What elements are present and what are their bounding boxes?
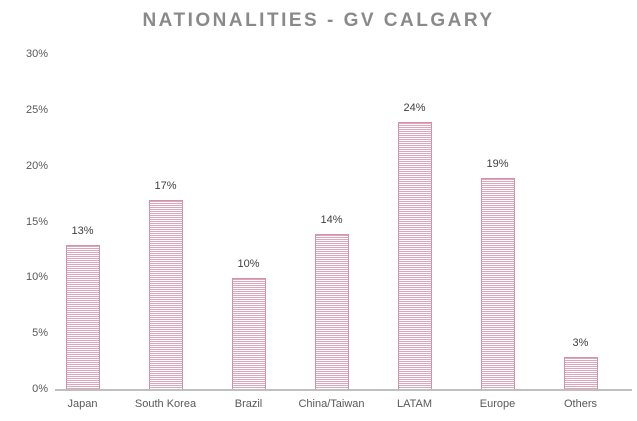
- bar-slot: 19%: [456, 55, 539, 390]
- bar-slot: 3%: [539, 55, 622, 390]
- bar-south-korea: [148, 200, 183, 390]
- y-tick-label: 30%: [25, 48, 48, 60]
- bar-value-label: 17%: [154, 180, 177, 193]
- bar-slot: 10%: [207, 55, 290, 390]
- bar-value-label: 24%: [403, 102, 426, 114]
- x-axis-label: China/Taiwan: [298, 398, 365, 410]
- x-axis-label: LATAM: [396, 398, 433, 410]
- x-axis-labels: Japan South Korea Brazil China/Taiwan LATAM E…: [41, 397, 622, 411]
- bar-others: [563, 356, 598, 390]
- bar-slot: 17%: [124, 55, 207, 390]
- y-tick-label: 20%: [25, 159, 48, 172]
- x-axis-label: Brazil: [234, 398, 263, 410]
- bar-value-label: 14%: [320, 213, 343, 226]
- chart-title: NATIONALITIES - GV CALGARY: [142, 10, 495, 31]
- y-tick-label: 15%: [25, 215, 48, 228]
- y-tick-label: 10%: [25, 271, 48, 284]
- y-tick-label: 0%: [32, 383, 48, 395]
- y-tick-label: 5%: [32, 327, 48, 340]
- bar-slot: 14%: [290, 55, 373, 390]
- x-axis-label: Europe: [479, 398, 516, 410]
- bar-slot: 24%: [373, 55, 456, 390]
- x-axis-label: South Korea: [134, 398, 197, 410]
- bar-value-label: 13%: [71, 224, 94, 237]
- bar-europe: [480, 177, 515, 390]
- bar-value-label: 19%: [486, 157, 509, 170]
- bar-value-label: 3%: [572, 336, 589, 349]
- bar-value-label: 10%: [237, 258, 260, 271]
- bar-slot: 13%: [41, 55, 124, 390]
- y-tick-label: 25%: [25, 103, 48, 116]
- bar-latam: [397, 122, 432, 390]
- bar-brazil: [231, 278, 266, 390]
- x-axis-line: [55, 389, 632, 391]
- bar-japan: [65, 244, 100, 390]
- x-axis-label: Others: [563, 398, 597, 410]
- plot-area: 13% 17% 10% 14% 24% 19% 3%: [41, 55, 622, 390]
- x-axis-label: Japan: [67, 398, 98, 410]
- bar-china-taiwan: [314, 233, 349, 390]
